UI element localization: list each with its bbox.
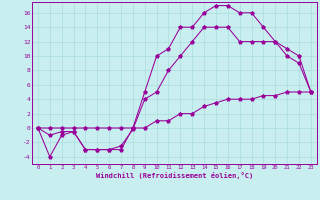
X-axis label: Windchill (Refroidissement éolien,°C): Windchill (Refroidissement éolien,°C) (96, 172, 253, 179)
